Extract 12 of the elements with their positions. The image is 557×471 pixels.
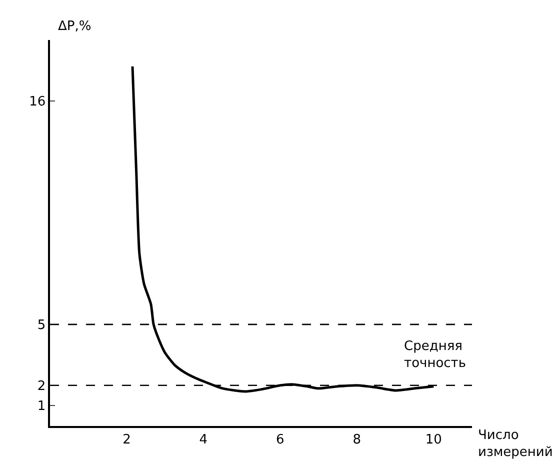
x-tick-label: 2 <box>122 432 131 448</box>
x-axis-title: Число измерений <box>478 428 553 460</box>
y-tick-label: 16 <box>29 94 46 110</box>
y-tick-label: 5 <box>37 318 46 333</box>
x-tick-label: 10 <box>425 432 442 448</box>
annotation: Средняя точность <box>404 339 466 371</box>
x-tick-label: 4 <box>199 432 208 448</box>
x-tick-label: 6 <box>276 432 284 448</box>
x-tick-label: 8 <box>352 432 362 448</box>
y-axis-title: ΔP,% <box>58 19 92 34</box>
y-tick-label: 2 <box>37 378 46 394</box>
y-tick-label: 1 <box>37 399 46 414</box>
